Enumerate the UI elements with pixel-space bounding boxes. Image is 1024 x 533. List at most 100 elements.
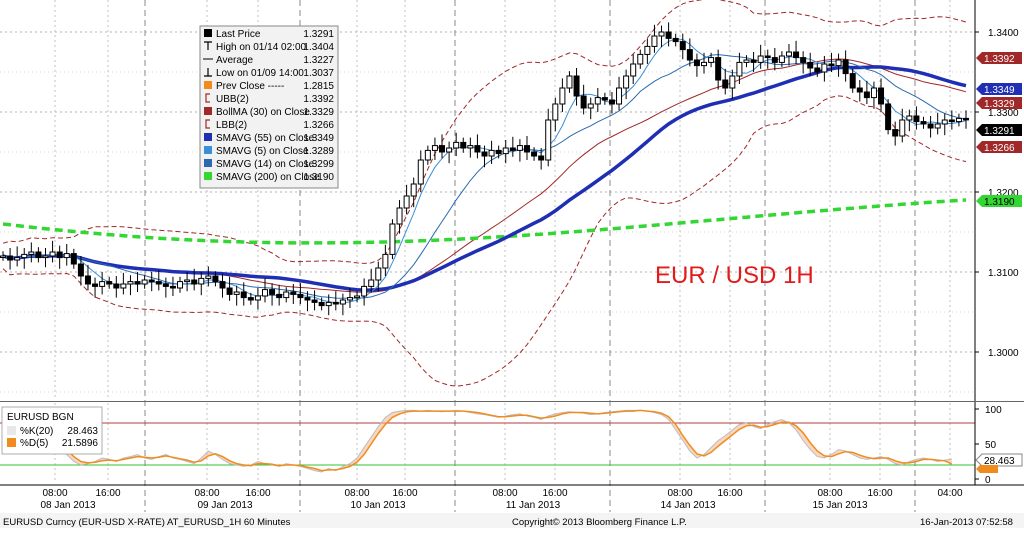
- x-time-label: 04:00: [937, 488, 962, 499]
- upper-bollinger-band: [2, 0, 967, 264]
- candle-body: [453, 141, 460, 149]
- candle-body: [934, 123, 941, 129]
- candle-body: [84, 275, 91, 285]
- candle-body: [552, 103, 559, 121]
- oscillator-legend: EURUSD BGN %K(20) 28.463 %D(5) 21.5896: [1, 406, 103, 455]
- candle-body: [63, 253, 70, 259]
- candle-body: [573, 75, 580, 97]
- price-tag-shape: [976, 124, 1022, 136]
- candle-body: [601, 97, 608, 101]
- axes: 1.3400 1.3300 1.3200 1.3100 1.3000 08:00 16:00…: [0, 0, 1024, 511]
- candle-body: [708, 57, 715, 63]
- candle-body: [177, 281, 184, 289]
- candle-body: [361, 285, 368, 297]
- candle-body: [318, 301, 325, 307]
- candle-body: [205, 275, 212, 279]
- price-tag-shape: [976, 141, 1022, 153]
- candle-body: [92, 283, 99, 287]
- price-tag-shape: [976, 97, 1022, 109]
- x-time-label: 16:00: [717, 488, 742, 499]
- last-price-icon: [204, 29, 212, 37]
- grid-lines: [0, 0, 975, 512]
- high-marker-icon: [204, 41, 212, 50]
- x-time-label: 08:00: [344, 488, 369, 499]
- legend-label: SMAVG (14) on Close: [216, 159, 315, 170]
- candle-body: [70, 253, 77, 265]
- candle-body: [14, 257, 21, 261]
- footer-copyright: Copyright© 2013 Bloomberg Finance L.P.: [512, 517, 687, 528]
- candle-body: [651, 35, 658, 47]
- price-tag: 1.3349: [976, 83, 1022, 96]
- x-time-label: 16:00: [245, 488, 270, 499]
- price-tag-label: 1.3349: [984, 85, 1015, 96]
- candle-body: [785, 51, 792, 57]
- x-date-label: 09 Jan 2013: [197, 500, 252, 511]
- legend-value: 1.3392: [303, 94, 334, 105]
- price-tag-shape: [976, 52, 1022, 64]
- candle-body: [701, 61, 708, 67]
- osc-legend-value: 28.463: [67, 426, 98, 437]
- band-bracket-icon: [205, 119, 210, 129]
- candle-body: [35, 251, 42, 259]
- candle-body: [693, 59, 700, 67]
- legend-value: 1.3404: [303, 42, 334, 53]
- price-tag: 1.3190: [976, 195, 1022, 208]
- candle-body: [963, 117, 969, 121]
- series-color-icon: [204, 81, 212, 89]
- legend-label: SMAVG (5) on Close: [216, 146, 309, 157]
- candle-body: [431, 145, 438, 151]
- price-tag-label: 1.3190: [984, 197, 1015, 208]
- footer-security-info: EURUSD Curncy (EUR-USD X-RATE) AT_EURUSD…: [3, 517, 291, 528]
- legend-item: Low on 01/09 14:00 1.3037: [204, 68, 334, 79]
- price-tag-shape: [976, 83, 1022, 95]
- x-time-label: 16:00: [95, 488, 120, 499]
- stochastic-k-line: [2, 409, 952, 473]
- candle-body: [148, 279, 155, 283]
- candle-body: [332, 301, 339, 305]
- legend-label: Average: [216, 55, 254, 66]
- osc-legend-value: 21.5896: [62, 438, 99, 449]
- series-color-icon: [204, 159, 212, 167]
- stochastic-oscillator: [0, 409, 975, 473]
- x-time-label: 08:00: [817, 488, 842, 499]
- candle-body: [715, 57, 722, 81]
- osc-series-color-icon: [7, 426, 16, 435]
- osc-legend-item: %K(20) 28.463: [7, 426, 98, 437]
- candle-body: [559, 87, 566, 105]
- oscillator-title: EURUSD BGN: [7, 412, 74, 423]
- candle-body: [743, 59, 750, 63]
- legend-item: Prev Close ----- 1.2815: [204, 81, 334, 92]
- candle-body: [339, 299, 346, 305]
- price-tag-label: 1.3266: [984, 143, 1015, 154]
- osc-legend-label: %K(20): [20, 426, 53, 437]
- candle-body: [531, 151, 538, 157]
- candle-body: [955, 117, 962, 123]
- osc-k-tag-label: 28.463: [984, 456, 1015, 467]
- legend-value: 1.3289: [303, 146, 334, 157]
- osc-legend-label: %D(5): [20, 438, 48, 449]
- legend-label: Low on 01/09 14:00: [216, 68, 304, 79]
- legend-label: High on 01/14 02:00: [216, 42, 307, 53]
- y-tick-label: 1.3000: [988, 348, 1019, 359]
- candle-body: [226, 287, 233, 295]
- candle-body: [276, 293, 283, 299]
- legend-label: Prev Close -----: [216, 81, 284, 92]
- candle-body: [325, 301, 332, 307]
- lower-bollinger-band: [2, 95, 967, 387]
- candle-body: [658, 31, 665, 37]
- price-tag-label: 1.3291: [984, 126, 1015, 137]
- candle-body: [290, 291, 297, 295]
- series-color-icon: [204, 172, 212, 180]
- candle-body: [899, 119, 906, 137]
- candlesticks: [0, 22, 969, 316]
- candle-body: [566, 75, 573, 89]
- candle-body: [7, 255, 14, 261]
- candle-body: [106, 281, 113, 285]
- candle-body: [495, 149, 502, 155]
- candle-body: [630, 63, 637, 77]
